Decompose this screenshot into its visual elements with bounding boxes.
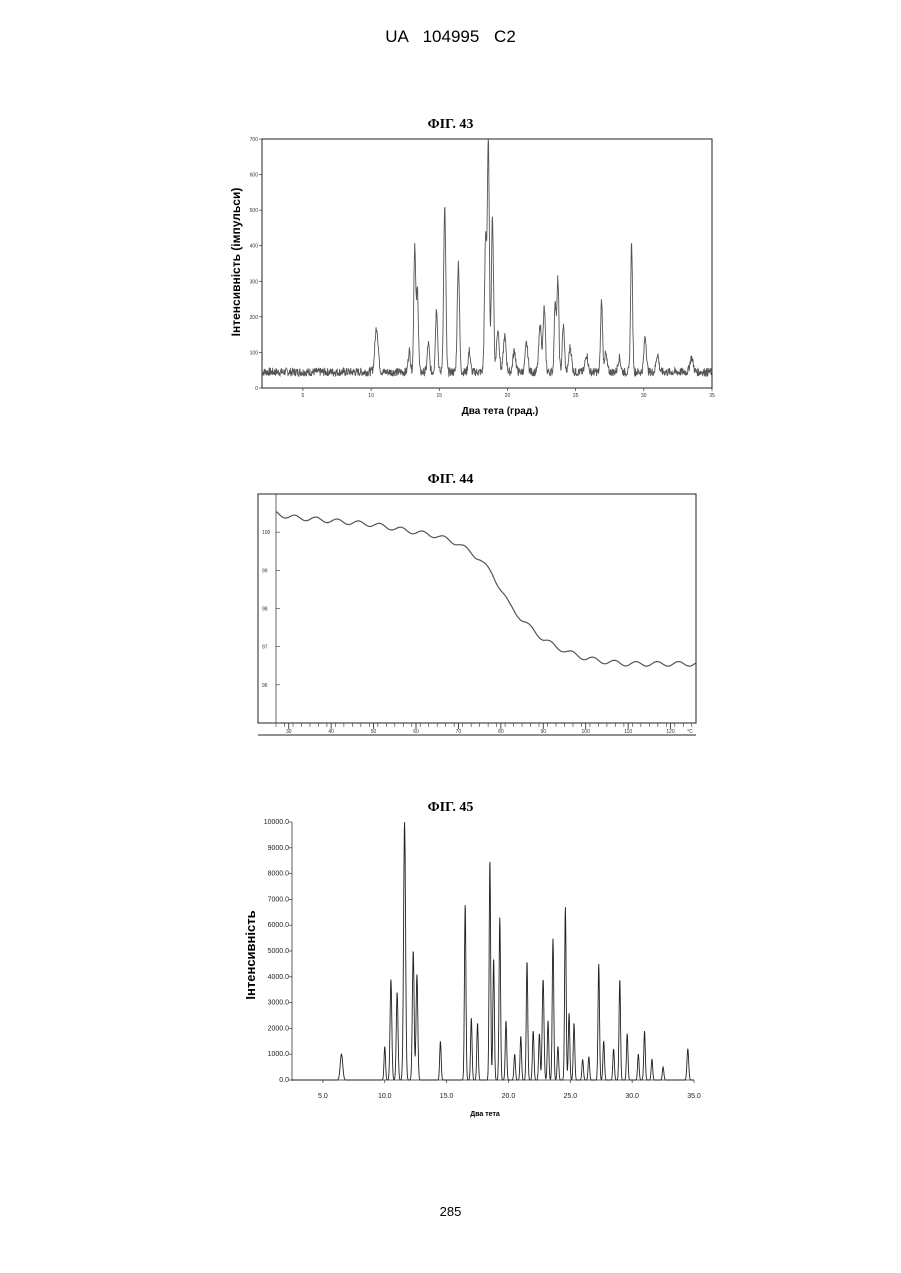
x-tick-label: 10.0: [378, 1093, 392, 1100]
x-tick-label: 25.0: [563, 1093, 577, 1100]
figure-45-pattern-line: [292, 822, 694, 1080]
x-tick-label: 40: [328, 729, 334, 735]
x-tick-label: 30: [286, 729, 292, 735]
y-tick-label: 700: [250, 137, 259, 143]
y-tick-label: 400: [250, 244, 259, 250]
y-tick-label: 98: [262, 607, 268, 613]
y-tick-label: 2000.0: [268, 1025, 290, 1032]
figure-45-y-axis-label: Інтенсивність: [243, 910, 258, 999]
x-tick-label: 10: [368, 393, 374, 399]
figure-44-x-unit: °C: [687, 729, 693, 735]
x-tick-label: 120: [666, 729, 675, 735]
x-tick-label: 20.0: [502, 1093, 516, 1100]
x-tick-label: 90: [540, 729, 546, 735]
figure-43-pattern-line: [262, 139, 712, 376]
x-tick-label: 100: [582, 729, 591, 735]
y-tick-label: 200: [250, 315, 259, 321]
y-tick-label: 3000.0: [268, 1000, 290, 1007]
figure-43-y-axis-label: Інтенсивність (імпульси): [229, 188, 243, 337]
x-tick-label: 25: [573, 393, 579, 399]
figure-45-x-axis-label: Два тета: [470, 1111, 500, 1118]
y-tick-label: 300: [250, 279, 259, 285]
x-tick-label: 5: [302, 393, 305, 399]
page-number: 285: [0, 1204, 901, 1219]
x-tick-label: 60: [413, 729, 419, 735]
x-tick-label: 35: [709, 393, 715, 399]
x-tick-label: 80: [498, 729, 504, 735]
x-tick-label: 5.0: [318, 1093, 328, 1100]
y-tick-label: 8000.0: [268, 871, 290, 878]
y-tick-label: 600: [250, 173, 259, 179]
figure-44-tga-curve: [276, 511, 696, 666]
y-tick-label: 4000.0: [268, 974, 290, 981]
y-tick-label: 5000.0: [268, 948, 290, 955]
x-tick-label: 15.0: [440, 1093, 454, 1100]
x-tick-label: 20: [505, 393, 511, 399]
y-tick-label: 100: [250, 350, 259, 356]
figure-45-chart: 5.0 10.0 15.0 20.0 25.0 30.0 35.0 0.0 1000.0 2000…: [243, 819, 701, 1118]
x-tick-label: 70: [456, 729, 462, 735]
y-tick-label: 10000.0: [264, 819, 289, 826]
y-tick-label: 7000.0: [268, 896, 290, 903]
x-tick-label: 30: [641, 393, 647, 399]
x-tick-label: 30.0: [625, 1093, 639, 1100]
y-tick-label: 9000.0: [268, 845, 290, 852]
y-tick-label: 500: [250, 208, 259, 214]
figure-43-x-axis-label: Два тета (град.): [462, 406, 539, 417]
y-tick-label: 100: [262, 530, 271, 536]
y-tick-label: 99: [262, 568, 268, 574]
figure-44-chart: 30 40 50 60 70 80 90 100 110 120 100 99 98 97 96 °C: [258, 494, 696, 735]
x-tick-label: 50: [371, 729, 377, 735]
figure-43-plot-frame: [262, 139, 712, 388]
y-tick-label: 6000.0: [268, 922, 290, 929]
x-tick-label: 110: [624, 729, 632, 735]
y-tick-label: 0: [255, 386, 258, 392]
y-tick-label: 0.0: [279, 1077, 289, 1084]
y-tick-label: 1000.0: [268, 1051, 290, 1058]
figure-44-plot-frame: [258, 494, 696, 723]
x-tick-label: 35.0: [687, 1093, 701, 1100]
x-tick-label: 15: [436, 393, 442, 399]
y-tick-label: 96: [262, 683, 268, 689]
figure-43-chart: 5 10 15 20 25 30 35 0 100 200 300 400 500 600 700 Два …: [229, 137, 715, 417]
y-tick-label: 97: [262, 645, 268, 651]
